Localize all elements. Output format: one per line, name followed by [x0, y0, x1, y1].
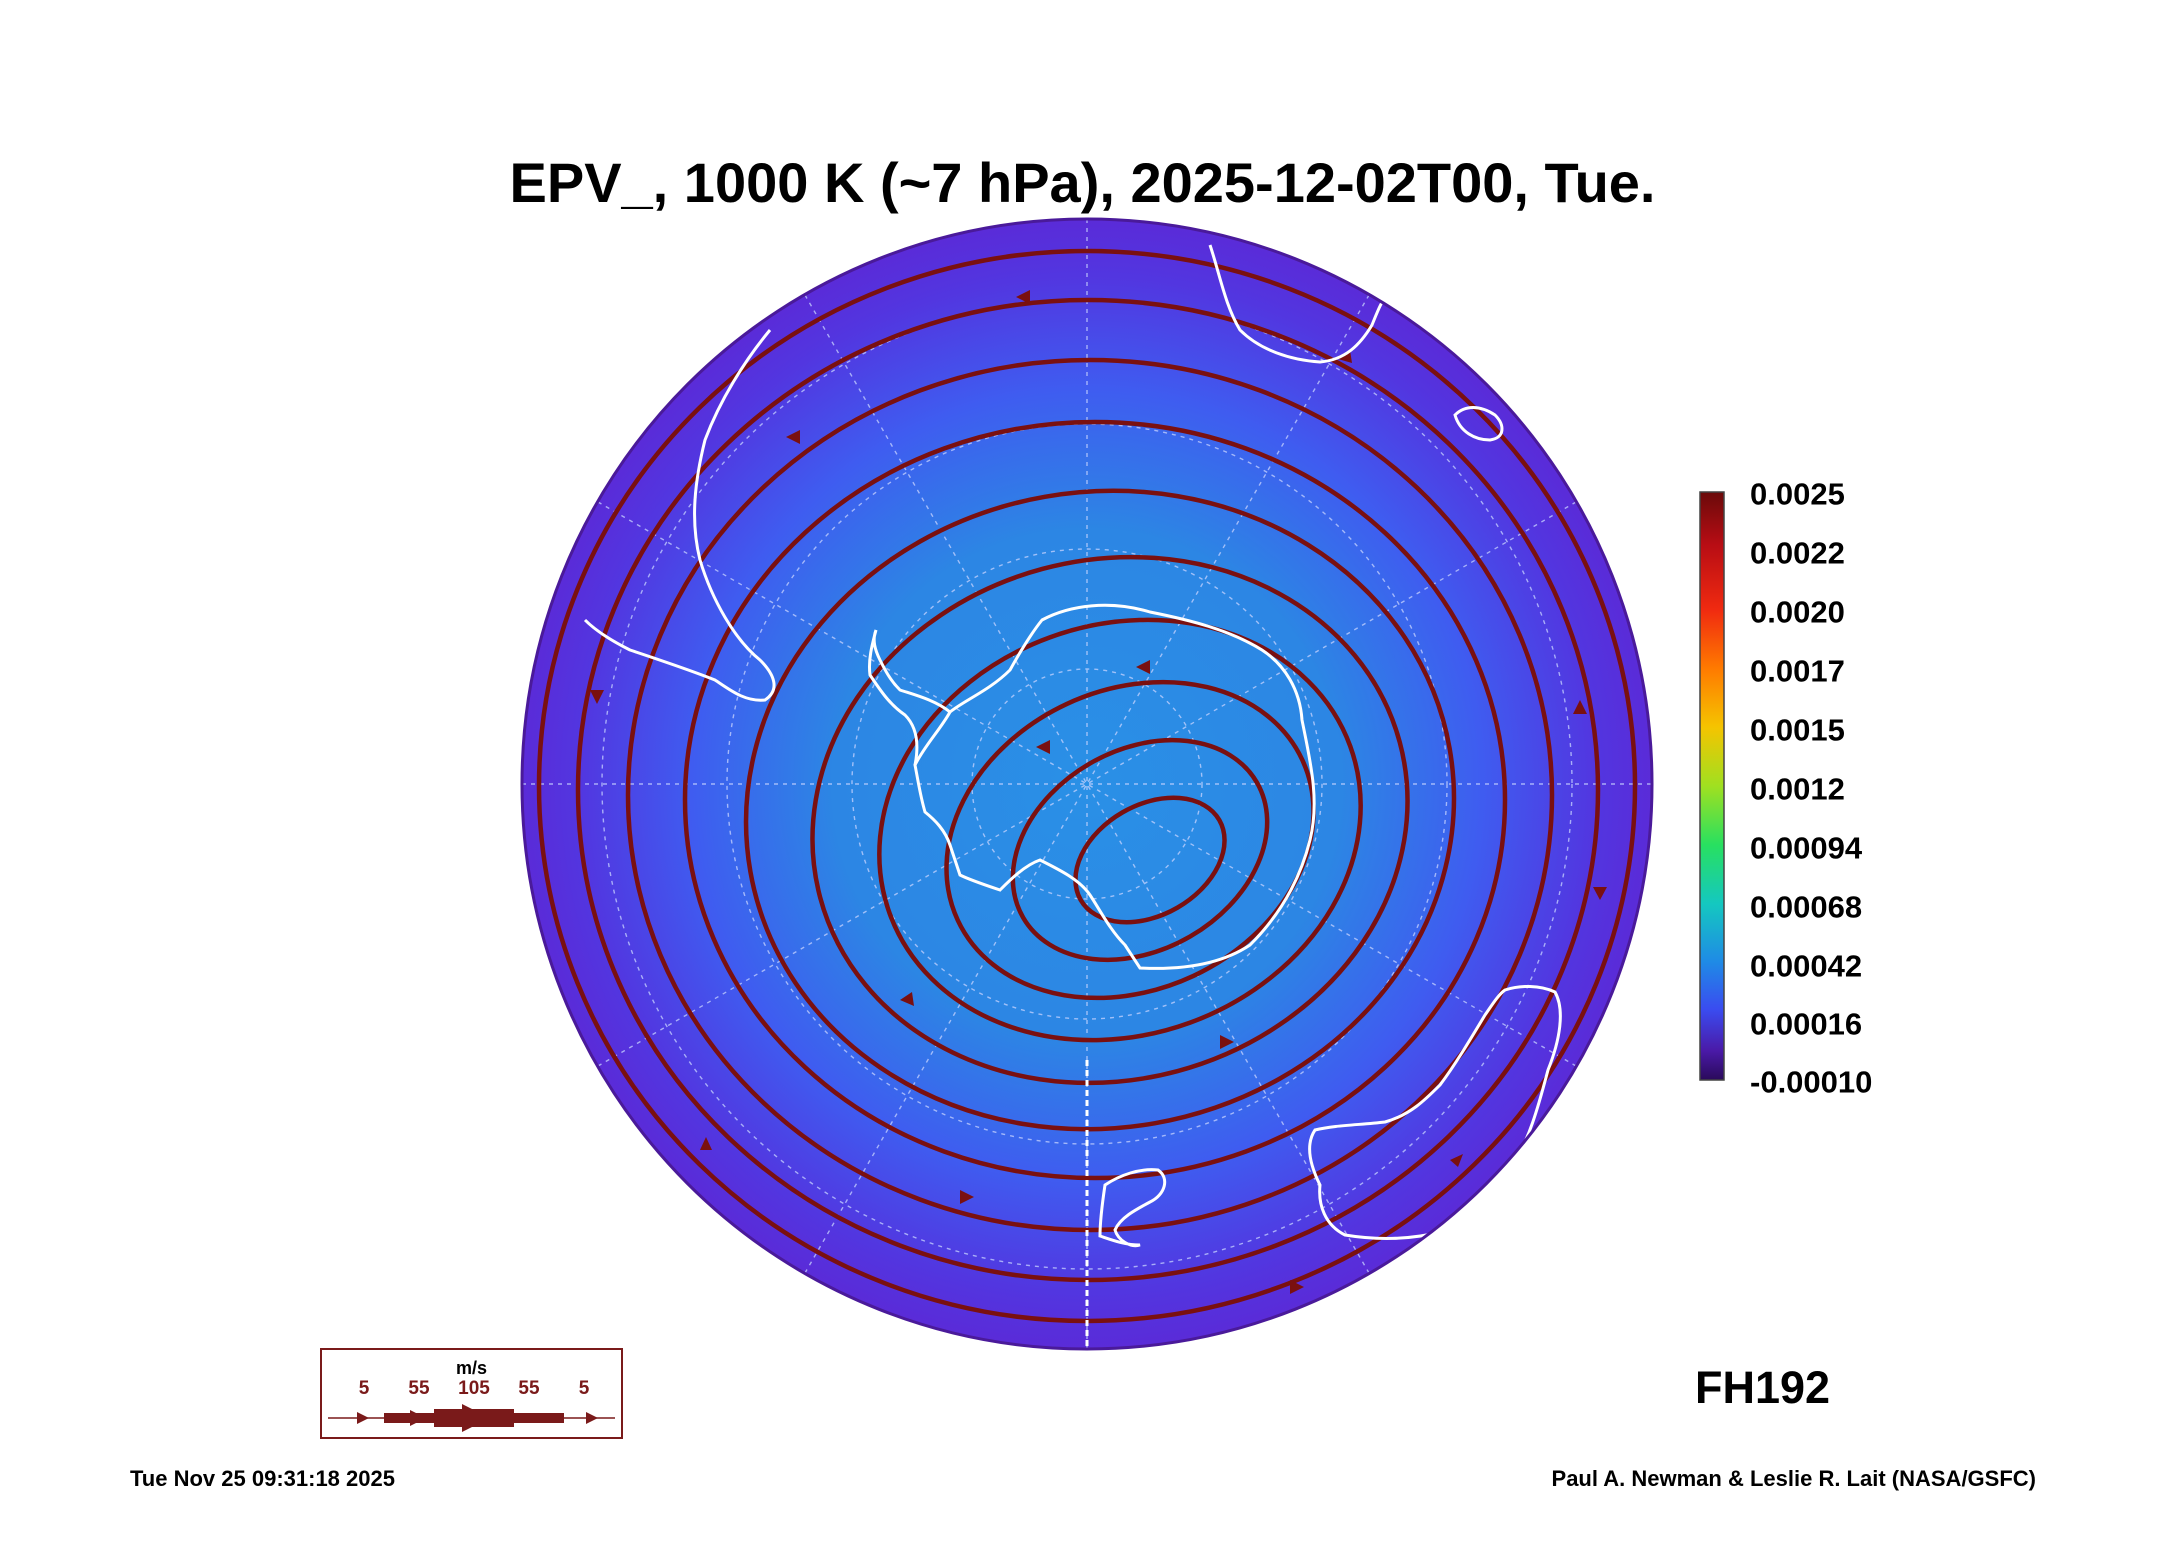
antarctica-coast	[913, 603, 1316, 970]
colorbar-label: 0.0015	[1750, 712, 1845, 748]
colorbar	[1699, 491, 1725, 1081]
colorbar-label: 0.0025	[1750, 476, 1845, 512]
colorbar-label: 0.0017	[1750, 653, 1845, 689]
map-rim	[520, 217, 1654, 1351]
colorbar-label: 0.00068	[1750, 889, 1863, 925]
colorbar-label: 0.00016	[1750, 1006, 1863, 1042]
generation-timestamp: Tue Nov 25 09:31:18 2025	[130, 1466, 395, 1491]
legend-unit: m/s	[455, 1358, 488, 1378]
forecast-hour: FH192	[1695, 1362, 1831, 1413]
colorbar-label: 0.00094	[1750, 830, 1863, 866]
credit-line: Paul A. Newman & Leslie R. Lait (NASA/GS…	[1551, 1466, 2036, 1491]
colorbar-label: 0.00042	[1750, 948, 1863, 984]
legend-value: 5	[358, 1378, 370, 1399]
plot-title: EPV_, 1000 K (~7 hPa), 2025-12-02T00, Tu…	[509, 151, 1656, 214]
wind-speed-legend: m/s 5 55 105 55 5	[320, 1348, 623, 1439]
legend-value: 55	[518, 1378, 540, 1399]
legend-value: 55	[408, 1378, 430, 1399]
new-zealand	[1098, 1168, 1167, 1248]
colorbar-label: -0.00010	[1750, 1064, 1873, 1100]
wind-legend-glyph	[328, 1404, 615, 1432]
colorbar-label: 0.0012	[1750, 771, 1845, 807]
coastlines	[583, 244, 1562, 1248]
antarctic-peninsula	[868, 629, 951, 766]
streamline-arrows	[590, 290, 1607, 1294]
legend-value: 105	[458, 1378, 490, 1399]
colorbar-label: 0.0022	[1750, 535, 1845, 571]
australia-coast	[1308, 985, 1562, 1240]
legend-value: 5	[578, 1378, 590, 1399]
south-america-coast	[583, 329, 776, 702]
africa-coast	[1208, 244, 1392, 364]
colorbar-label: 0.0020	[1750, 594, 1845, 630]
madagascar	[1453, 406, 1504, 442]
